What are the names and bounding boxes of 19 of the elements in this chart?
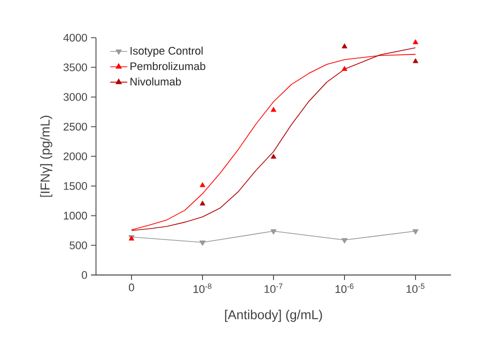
y-tick-label: 1500: [64, 182, 88, 190]
legend-label: Isotype Control: [130, 46, 203, 57]
x-tick-label: 10$^{-7}$: [264, 284, 282, 293]
y-tick-label: 1000: [64, 212, 88, 220]
y-tick-label: 3500: [64, 63, 88, 72]
y-tick-label: 2500: [64, 122, 88, 131]
y-tick-label: 0: [82, 271, 88, 279]
y-tick-label: 4000: [63, 34, 88, 42]
x-tick-label: 10$^{-8}$: [194, 284, 212, 293]
x-tick-label: 10$^{-5}$: [406, 284, 424, 293]
y-axis-title: [IFNγ] (pg/mL): [40, 116, 52, 197]
y-tick-label: 3000: [64, 93, 88, 101]
y-tick-label: 500: [70, 241, 88, 250]
x-tick-label: 0: [128, 284, 134, 292]
legend-label: Nivolumab: [130, 77, 181, 86]
x-axis-title: [Antibody] (g/mL): [225, 310, 322, 322]
legend-label: Pembrolizumab: [130, 62, 206, 70]
y-tick-label: 2000: [64, 152, 88, 160]
x-tick-label: 10$^{-6}$: [336, 284, 354, 293]
